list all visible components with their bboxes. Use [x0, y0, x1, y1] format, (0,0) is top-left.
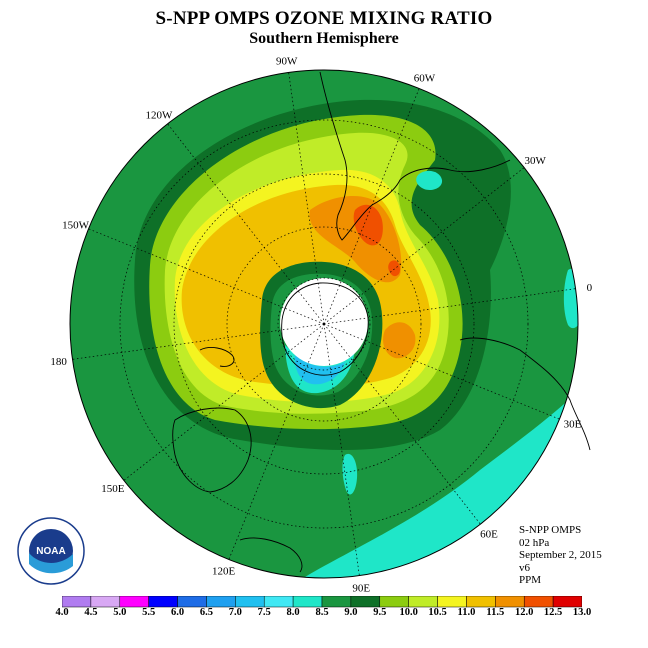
colorbar-swatch: [90, 596, 121, 608]
lon-label-0: 0: [587, 282, 593, 294]
map-border: [69, 69, 579, 579]
chart-subtitle: Southern Hemisphere: [249, 30, 399, 47]
longitude-labels: 0 30E 60E 90E 120E 150E 180 150W 120W 90W 60W 30W: [50, 56, 592, 595]
lon-label-150E: 150E: [101, 483, 125, 495]
colorbar: [62, 596, 582, 608]
logo-text: NOAA: [36, 546, 65, 557]
colorbar-swatch: [206, 596, 236, 608]
colorbar-swatch: [119, 596, 149, 608]
noaa-logo: NOAA: [16, 516, 86, 591]
antarctica-coast: [281, 282, 369, 376]
colorbar-swatch: [466, 596, 496, 608]
colorbar-swatch: [292, 596, 323, 608]
contour-11.5-12.0: [353, 204, 383, 246]
colorbar-swatch: [495, 596, 525, 608]
colorbar-swatch: [437, 596, 467, 608]
colorbar-tick-label: 4.5: [84, 607, 98, 618]
colorbar-tick-label: 10.5: [428, 607, 447, 618]
south-america-coast: [319, 71, 511, 241]
chart-title: S-NPP OMPS OZONE MIXING RATIO: [155, 8, 493, 29]
info-pressure: 02 hPa: [519, 536, 550, 549]
australia-coast: [172, 407, 252, 493]
colorbar-swatch: [62, 596, 92, 608]
info-units: PPM: [519, 574, 542, 586]
colorbar-swatch: [235, 596, 265, 608]
lon-label-90E: 90E: [352, 582, 370, 594]
colorbar-swatch: [350, 596, 381, 608]
lon-label-60W: 60W: [414, 72, 436, 84]
colorbar-swatch: [552, 596, 582, 608]
colorbar-tick-label: 6.5: [199, 607, 213, 618]
colorbar-tick-label: 7.0: [228, 607, 242, 618]
colorbar-tick-label: 12.0: [515, 607, 534, 618]
lon-label-120W: 120W: [146, 109, 174, 121]
lon-label-150W: 150W: [62, 219, 90, 231]
ozone-field: [70, 70, 578, 578]
colorbar-tick-label: 10.0: [399, 607, 418, 618]
lat-circle-80: [277, 277, 371, 371]
contour-11.0-11.5-b: [383, 322, 416, 359]
colorbar-swatch: [177, 596, 207, 608]
colorbar-tick-label: 9.0: [344, 607, 358, 618]
lat-circle-60: [173, 173, 475, 475]
colorbar-swatch: [321, 596, 352, 608]
colorbar-tick-label: 6.0: [170, 607, 185, 618]
coastlines: [172, 71, 591, 573]
contour-7.5-8.0-0deg: [563, 268, 578, 329]
colorbar-tick-label: 8.5: [315, 607, 329, 618]
lon-label-30W: 30W: [524, 155, 546, 167]
lon-label-60E: 60E: [480, 529, 498, 541]
colorbar-tick-label: 12.5: [543, 607, 563, 618]
contour-7.5-8.0-tongue: [342, 453, 358, 495]
colorbar-swatch: [523, 596, 554, 608]
colorbar-tick-label: 9.5: [373, 607, 387, 618]
info-box: S-NPP OMPS 02 hPa September 2, 2015 v6 P…: [519, 524, 602, 587]
pole-white: [280, 278, 368, 366]
colorbar-tick-label: 11.0: [457, 607, 476, 618]
lat-circle-70: [226, 226, 422, 422]
lat-circle-50: [119, 119, 529, 529]
indonesia-coast: [239, 537, 303, 573]
info-instrument: S-NPP OMPS: [519, 524, 582, 536]
colorbar-swatch: [263, 596, 294, 608]
colorbar-tick-label: 5.0: [113, 607, 127, 618]
colorbar-tick-label: 7.5: [257, 607, 271, 618]
colorbar-tick-label: 13.0: [572, 607, 592, 618]
colorbar-swatch: [408, 596, 438, 608]
info-date: September 2, 2015: [519, 549, 602, 561]
colorbar-tick-label: 11.5: [486, 607, 505, 618]
africa-coast: [459, 337, 591, 451]
lon-label-90W: 90W: [276, 56, 298, 68]
contour-11.5-12.0-b: [388, 260, 400, 277]
colorbar-swatch: [148, 596, 178, 608]
contour-7.5-8.0-spot: [416, 170, 443, 190]
colorbar-tick-label: 4.0: [55, 607, 69, 618]
lon-label-180: 180: [50, 356, 67, 368]
info-version: v6: [519, 561, 530, 574]
lon-label-120E: 120E: [212, 566, 236, 578]
colorbar-tick-label: 5.5: [142, 607, 156, 618]
colorbar-tick-label: 8.0: [286, 607, 300, 618]
colorbar-swatch: [379, 596, 409, 608]
lon-label-30E: 30E: [564, 419, 582, 431]
graticule: [72, 72, 576, 576]
